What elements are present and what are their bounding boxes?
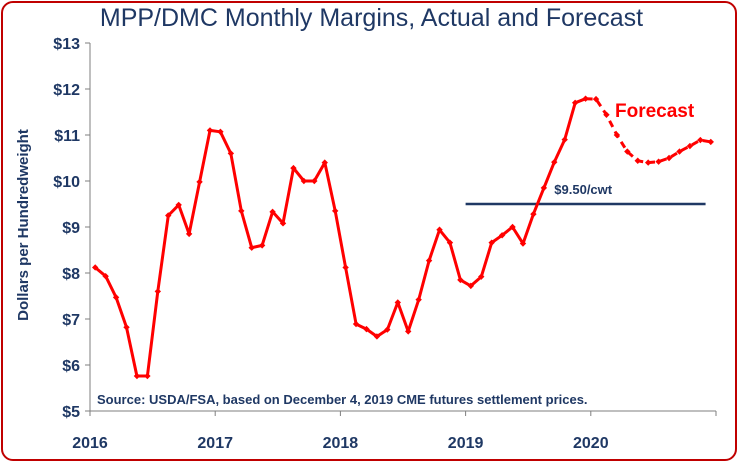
actual-point: [478, 273, 485, 280]
y-tick-label: $5: [62, 404, 80, 421]
actual-point: [561, 136, 568, 143]
x-tick-label: 2018: [323, 435, 359, 452]
forecast-label: Forecast: [615, 101, 695, 122]
actual-point: [112, 294, 120, 301]
actual-point: [571, 99, 579, 106]
y-tick-label: $13: [53, 36, 80, 53]
actual-point: [311, 177, 318, 185]
actual-point: [290, 164, 297, 172]
actual-point: [321, 159, 328, 166]
actual-point: [206, 127, 214, 134]
actual-point: [196, 178, 203, 186]
actual-point: [394, 299, 401, 306]
actual-point: [509, 223, 516, 231]
reference-line-label: $9.50/cwt: [554, 182, 612, 197]
actual-point: [551, 158, 558, 166]
actual-point: [217, 128, 224, 135]
actual-point: [175, 201, 182, 209]
y-tick-label: $7: [62, 312, 80, 329]
actual-point: [519, 240, 527, 247]
x-tick-label: 2019: [448, 435, 484, 452]
actual-point: [144, 372, 151, 380]
actual-point: [92, 264, 99, 271]
actual-point: [133, 372, 141, 380]
actual-point: [279, 220, 287, 227]
forecast-point: [592, 95, 600, 103]
actual-point: [342, 264, 349, 271]
y-tick-label: $10: [53, 174, 80, 191]
y-tick-label: $6: [62, 358, 80, 375]
actual-point: [352, 320, 360, 328]
forecast-point: [613, 131, 621, 139]
y-tick-label: $9: [62, 220, 80, 237]
forecast-point: [686, 142, 694, 150]
actual-point: [582, 95, 589, 102]
actual-point: [300, 177, 308, 185]
forecast-point: [707, 138, 714, 146]
actual-point: [123, 324, 130, 331]
chart-frame: [1, 1, 737, 461]
forecast-point: [665, 154, 673, 162]
forecast-point: [644, 159, 652, 166]
actual-point: [102, 273, 109, 280]
forecast-point: [655, 158, 662, 165]
forecast-point: [697, 136, 704, 144]
forecast-point: [634, 157, 641, 164]
actual-point: [185, 230, 193, 238]
actual-point: [446, 239, 454, 246]
actual-point: [258, 242, 266, 249]
actual-point: [154, 288, 162, 295]
actual-point: [238, 207, 245, 215]
actual-point: [269, 208, 276, 216]
x-tick-label: 2017: [197, 435, 233, 452]
actual-point: [227, 150, 235, 157]
y-tick-label: $11: [54, 128, 80, 145]
chart-title: MPP/DMC Monthly Margins, Actual and Fore…: [99, 4, 644, 32]
actual-point: [530, 210, 537, 218]
y-tick-label: $12: [53, 82, 80, 99]
x-tick-label: 2016: [72, 435, 108, 452]
actual-point: [425, 257, 433, 264]
actual-series-line: [94, 97, 587, 378]
forecast-point: [676, 148, 683, 155]
actual-point: [405, 328, 412, 335]
actual-point: [373, 333, 381, 340]
actual-point: [248, 244, 255, 251]
actual-point: [488, 239, 495, 246]
actual-point: [384, 326, 391, 333]
forecast-point: [603, 111, 610, 118]
y-tick-label: $8: [62, 266, 80, 283]
actual-point: [540, 184, 548, 192]
actual-point: [165, 212, 172, 219]
actual-point: [498, 232, 506, 239]
actual-point: [415, 296, 422, 303]
forecast-point: [624, 148, 631, 155]
actual-point: [436, 226, 443, 233]
actual-point: [331, 207, 339, 215]
x-tick-label: 2020: [573, 435, 609, 452]
actual-point: [457, 276, 464, 284]
actual-point: [363, 325, 370, 333]
actual-point: [467, 282, 475, 290]
source-note: Source: USDA/FSA, based on December 4, 2…: [97, 392, 588, 407]
